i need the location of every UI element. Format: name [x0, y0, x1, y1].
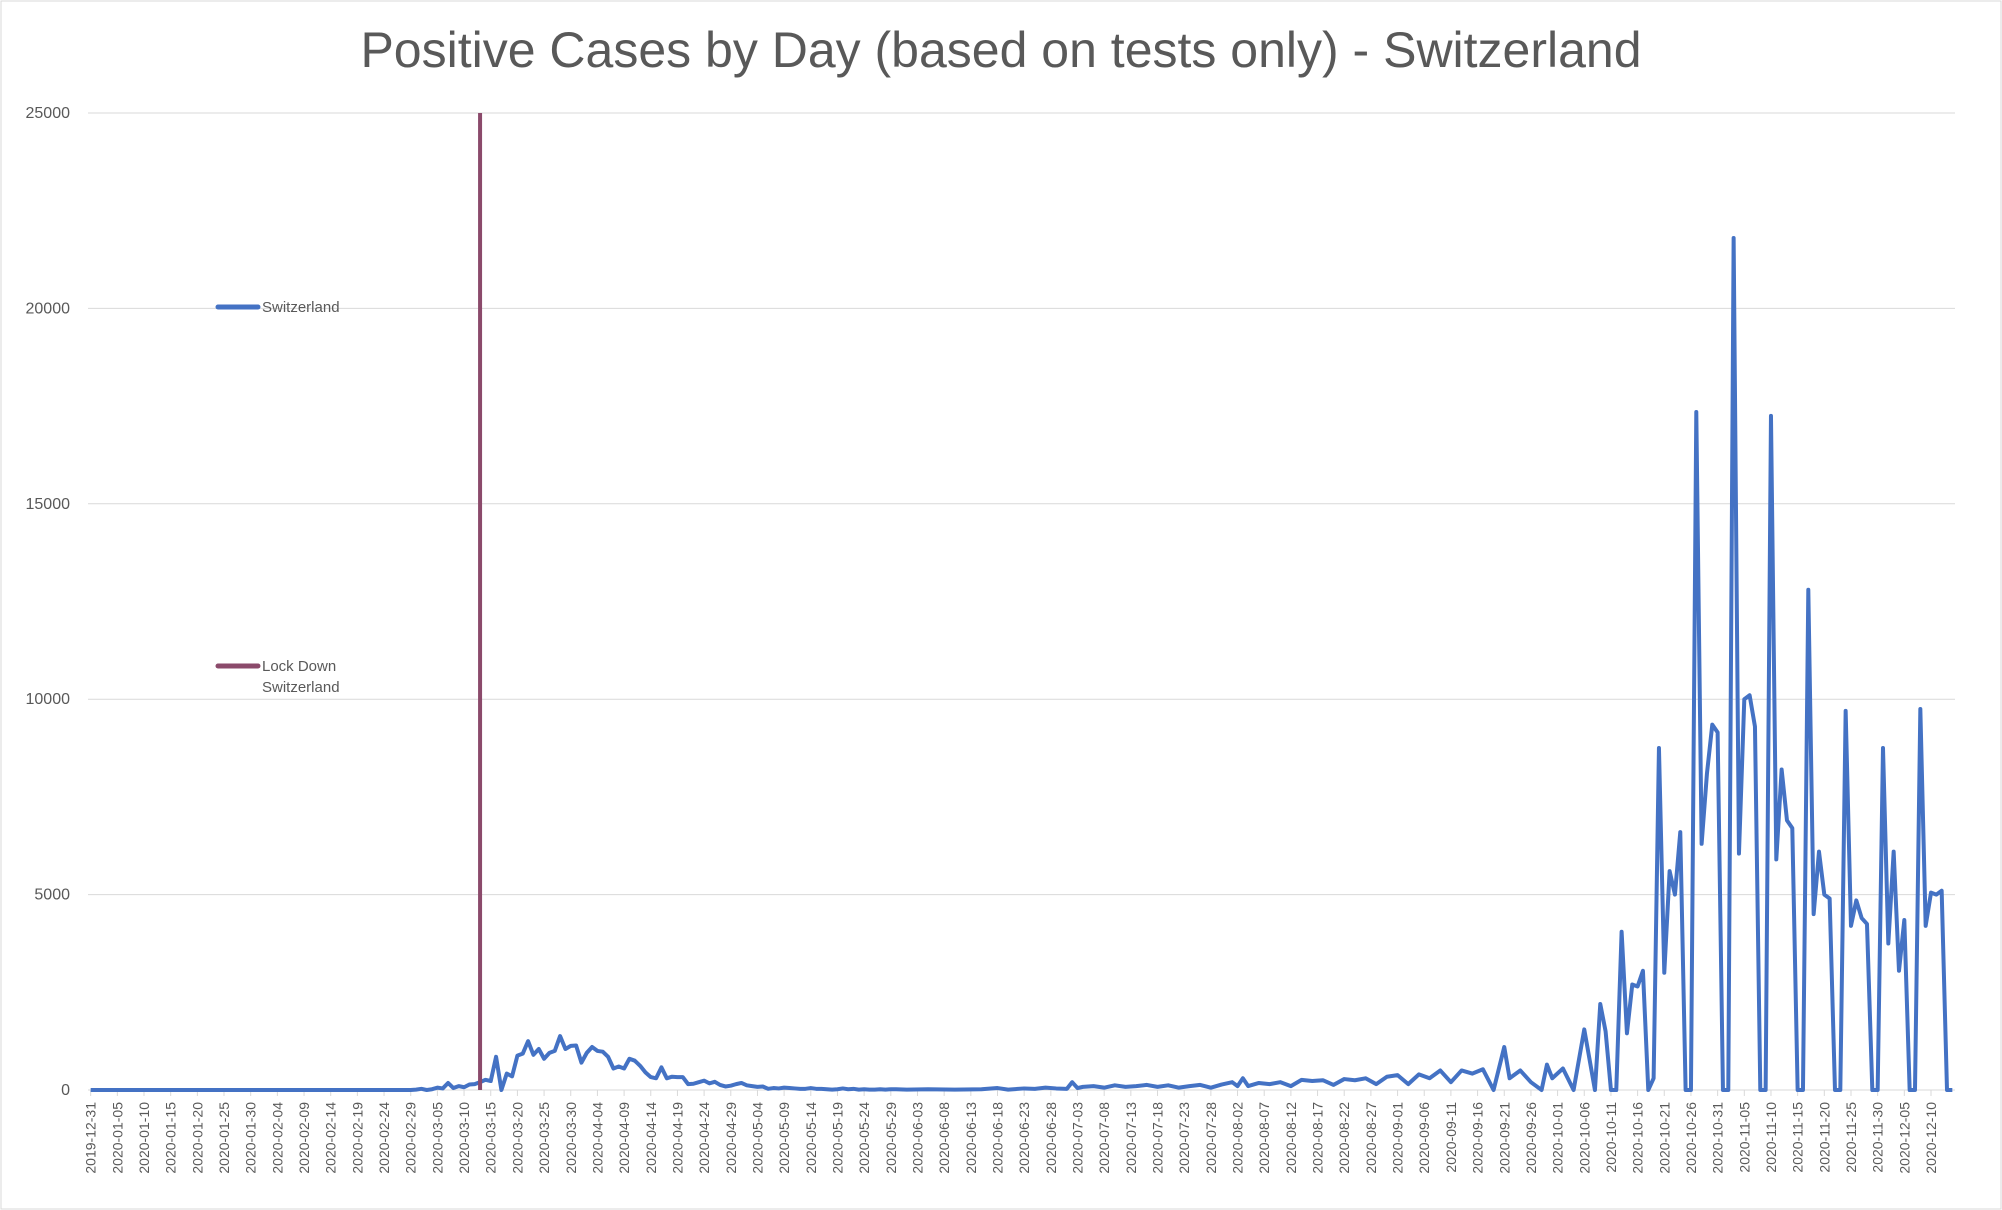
x-tick-label: 2020-11-25 [1843, 1102, 1859, 1173]
x-tick-label: 2020-07-23 [1176, 1102, 1192, 1174]
x-tick-label: 2020-04-09 [616, 1102, 632, 1174]
x-tick-label: 2020-09-06 [1416, 1102, 1432, 1174]
x-tick-label: 2020-02-24 [376, 1102, 392, 1174]
x-tick-label: 2020-02-14 [323, 1102, 339, 1174]
x-tick-label: 2020-04-29 [723, 1102, 739, 1174]
x-tick-label: 2020-02-29 [403, 1102, 419, 1174]
y-tick-label: 0 [61, 1082, 70, 1099]
y-axis-ticks: 0 5000 10000 15000 20000 25000 [26, 105, 71, 1099]
x-tick-label: 2020-02-04 [269, 1102, 285, 1174]
x-tick-label: 2020-10-16 [1630, 1102, 1646, 1174]
x-tick-label: 2020-12-05 [1896, 1102, 1912, 1174]
legend-label-switzerland: Switzerland [262, 299, 340, 316]
x-tick-label: 2020-09-01 [1390, 1102, 1406, 1174]
x-tick-label: 2020-01-25 [216, 1102, 232, 1174]
series-line-switzerland [90, 236, 1953, 1092]
x-tick-label: 2020-11-15 [1790, 1102, 1806, 1173]
x-tick-label: 2020-02-19 [349, 1102, 365, 1174]
x-tick-label: 2020-04-04 [589, 1102, 605, 1174]
x-tick-label: 2020-12-10 [1923, 1102, 1939, 1174]
y-tick-label: 5000 [34, 887, 70, 904]
x-tick-label: 2020-09-26 [1523, 1102, 1539, 1174]
x-tick-label: 2020-11-05 [1736, 1102, 1752, 1173]
y-tick-label: 20000 [26, 300, 71, 317]
x-tick-label: 2020-10-26 [1683, 1102, 1699, 1174]
x-tick-label: 2020-01-20 [189, 1102, 205, 1174]
x-tick-label: 2020-07-13 [1123, 1102, 1139, 1174]
x-tick-label: 2020-11-20 [1816, 1102, 1832, 1173]
x-tick-label: 2020-03-30 [563, 1102, 579, 1174]
x-tick-label: 2020-08-12 [1283, 1102, 1299, 1174]
x-tick-label: 2020-03-15 [483, 1102, 499, 1174]
x-tick-label: 2020-01-05 [109, 1102, 125, 1174]
x-tick-label: 2020-10-21 [1656, 1102, 1672, 1174]
x-tick-label: 2020-07-18 [1150, 1102, 1166, 1174]
x-tick-label: 2020-07-03 [1070, 1102, 1086, 1174]
x-tick-label: 2020-05-04 [749, 1102, 765, 1174]
x-tick-label: 2020-07-08 [1096, 1102, 1112, 1174]
x-tick-label: 2020-08-07 [1256, 1102, 1272, 1174]
x-tick-label: 2020-05-19 [829, 1102, 845, 1174]
x-tick-label: 2020-06-13 [963, 1102, 979, 1174]
x-tick-label: 2020-04-24 [696, 1102, 712, 1174]
x-tick-label: 2020-05-14 [803, 1102, 819, 1174]
x-tick-label: 2020-06-03 [909, 1102, 925, 1174]
y-tick-label: 15000 [26, 496, 71, 513]
x-tick-label: 2020-06-08 [936, 1102, 952, 1174]
x-tick-label: 2020-10-31 [1710, 1102, 1726, 1174]
x-tick-label: 2020-08-27 [1363, 1102, 1379, 1174]
legend-label-lockdown: Lock Down [262, 658, 336, 675]
x-tick-label: 2020-09-21 [1496, 1102, 1512, 1174]
x-tick-label: 2020-02-09 [296, 1102, 312, 1174]
x-tick-label: 2020-10-11 [1603, 1102, 1619, 1173]
x-tick-label: 2020-08-02 [1230, 1102, 1246, 1174]
y-tick-label: 25000 [26, 105, 71, 122]
y-tick-label: 10000 [26, 691, 71, 708]
x-tick-label: 2020-03-25 [536, 1102, 552, 1174]
x-tick-label: 2020-06-28 [1043, 1102, 1059, 1174]
x-tick-label: 2020-01-30 [243, 1102, 259, 1174]
x-tick-label: 2020-08-22 [1336, 1102, 1352, 1174]
x-tick-label: 2020-04-19 [669, 1102, 685, 1174]
gridlines [88, 112, 1955, 896]
x-tick-label: 2020-01-10 [136, 1102, 152, 1174]
x-tick-label: 2020-11-30 [1870, 1102, 1886, 1173]
x-axis-ticks: 2019-12-31 2020-01-05 2020-01-10 2020-01-15… [83, 1090, 1939, 1174]
x-tick-label: 2020-03-05 [429, 1102, 445, 1174]
x-tick-label: 2020-05-29 [883, 1102, 899, 1174]
x-tick-label: 2020-03-10 [456, 1102, 472, 1174]
x-tick-label: 2019-12-31 [83, 1102, 99, 1174]
legend-label-lockdown-line2: Switzerland [262, 679, 340, 696]
series-layer [90, 113, 1953, 1092]
legend: Switzerland Lock Down Switzerland [215, 299, 340, 696]
x-tick-label: 2020-10-01 [1550, 1102, 1566, 1174]
x-tick-label: 2020-05-09 [776, 1102, 792, 1174]
x-tick-label: 2020-06-18 [989, 1102, 1005, 1174]
x-tick-label: 2020-03-20 [509, 1102, 525, 1174]
x-tick-label: 2020-06-23 [1016, 1102, 1032, 1174]
x-tick-label: 2020-01-15 [163, 1102, 179, 1174]
x-tick-label: 2020-09-11 [1443, 1102, 1459, 1173]
x-tick-label: 2020-05-24 [856, 1102, 872, 1174]
x-tick-label: 2020-10-06 [1576, 1102, 1592, 1174]
x-tick-label: 2020-11-10 [1763, 1102, 1779, 1173]
x-tick-label: 2020-08-17 [1310, 1102, 1326, 1174]
x-tick-label: 2020-07-28 [1203, 1102, 1219, 1174]
x-tick-label: 2020-09-16 [1470, 1102, 1486, 1174]
x-tick-label: 2020-04-14 [643, 1102, 659, 1174]
chart-title: Positive Cases by Day (based on tests on… [360, 22, 1641, 78]
